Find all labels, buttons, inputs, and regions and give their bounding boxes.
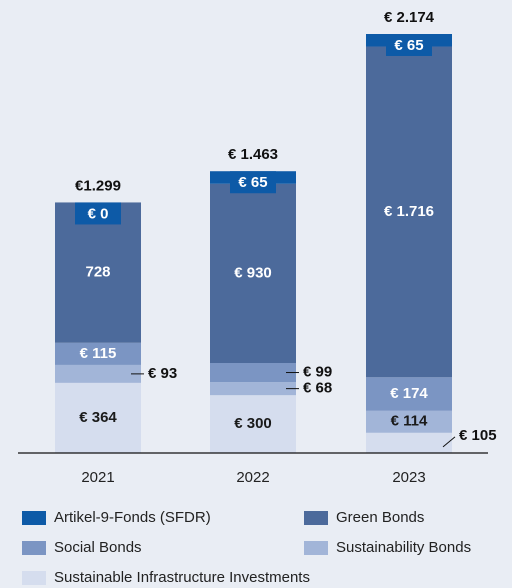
total-label: €1.299: [75, 178, 121, 195]
bar-segment: [55, 202, 141, 343]
value-label: € 93: [148, 365, 177, 382]
legend-swatch: [22, 571, 46, 585]
label-box: [75, 202, 121, 225]
bar-segment: [55, 382, 141, 453]
bar-segment: [366, 377, 452, 411]
x-tick-label: 2021: [81, 469, 114, 486]
legend-swatch: [22, 541, 46, 555]
value-label: € 174: [390, 385, 428, 402]
value-label: € 65: [238, 174, 267, 191]
legend-label: Green Bonds: [336, 509, 424, 526]
x-tick-label: 2023: [392, 469, 425, 486]
value-label: € 0: [88, 205, 109, 222]
leader-line: [442, 436, 456, 448]
value-label: € 1.716: [384, 203, 434, 220]
legend-label: Sustainable Infrastructure Investments: [54, 569, 310, 586]
bar-segment: [55, 364, 141, 383]
bar-segment: [366, 410, 452, 433]
bar-segment: [366, 46, 452, 378]
value-label: € 115: [80, 345, 117, 362]
bar-segment: [210, 382, 296, 396]
legend-swatch: [304, 541, 328, 555]
value-label: € 105: [459, 427, 497, 444]
bar-segment: [210, 362, 296, 383]
value-label: € 99: [303, 364, 332, 381]
legend-swatch: [22, 511, 46, 525]
value-label: € 68: [303, 380, 332, 397]
value-label: € 930: [234, 264, 272, 281]
value-label: € 364: [79, 409, 117, 426]
label-box: [230, 171, 276, 194]
legend-label: Social Bonds: [54, 539, 142, 556]
value-label: € 300: [234, 415, 272, 432]
bar-segment: [366, 432, 452, 453]
legend-swatch: [304, 511, 328, 525]
total-label: € 2.174: [384, 9, 435, 26]
label-box: [386, 34, 432, 56]
total-label: € 1.463: [228, 146, 278, 163]
value-label: € 65: [394, 37, 423, 54]
bar-segment: [210, 183, 296, 363]
bar-segment: [55, 342, 141, 365]
value-label: 728: [85, 264, 110, 281]
legend-label: Artikel-9-Fonds (SFDR): [54, 509, 211, 526]
legend-label: Sustainability Bonds: [336, 539, 471, 556]
value-label: € 114: [391, 413, 428, 430]
x-tick-label: 2022: [236, 469, 269, 486]
bar-segment: [210, 395, 296, 453]
